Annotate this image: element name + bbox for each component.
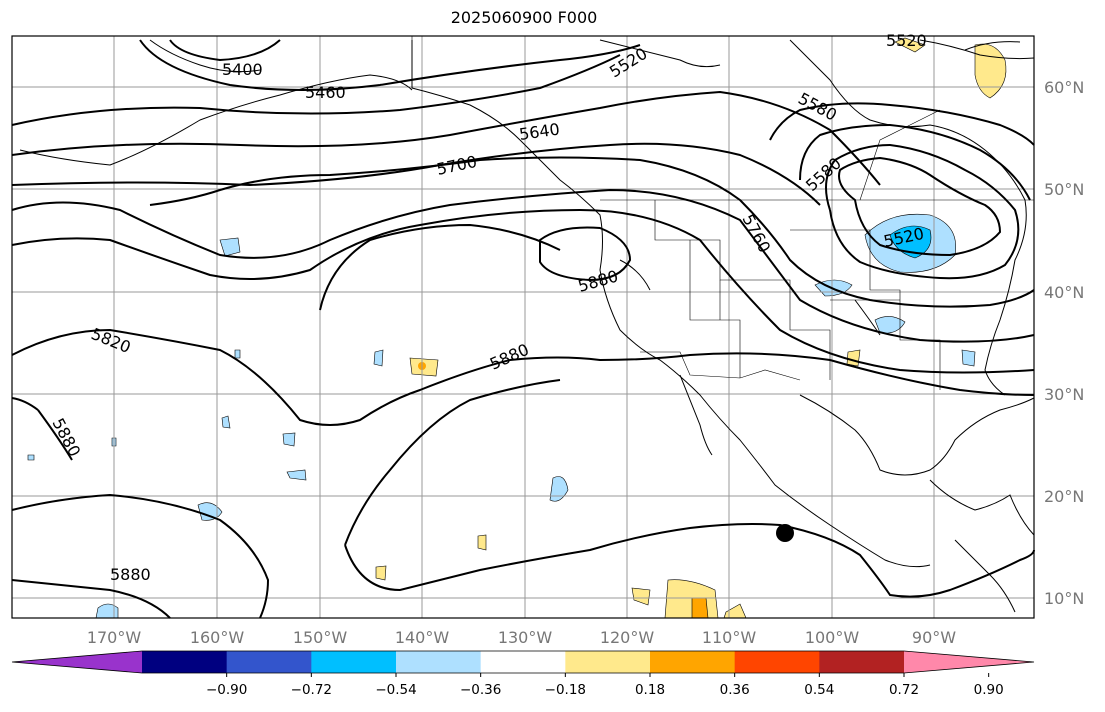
colorbar-segment — [311, 651, 397, 673]
map-panel: 5400 5460 5520 5640 5700 5580 5580 5760 … — [11, 31, 1035, 619]
graticule — [12, 36, 1034, 618]
lat-label: 10°N — [1044, 589, 1084, 608]
storm-position-dot — [776, 524, 794, 542]
colorbar-tick-label: 0.18 — [635, 682, 665, 698]
lat-label: 60°N — [1044, 78, 1084, 97]
lon-label: 170°W — [87, 628, 142, 647]
colorbar-segment — [650, 651, 736, 673]
contour-label: 5400 — [222, 60, 263, 79]
colorbar-outline — [11, 650, 1035, 674]
contour-label: 5460 — [305, 83, 346, 102]
lon-label: 90°W — [912, 628, 956, 647]
longitude-axis: 170°W 160°W 150°W 140°W 130°W 120°W 110°… — [87, 628, 956, 647]
colorbar-segment — [396, 651, 482, 673]
lon-label: 150°W — [293, 628, 348, 647]
colorbar-tick-label: −0.18 — [545, 682, 586, 698]
colorbar-segment — [480, 651, 566, 673]
lat-label: 50°N — [1044, 180, 1084, 199]
colorbar-segments — [11, 650, 1035, 674]
colorbar-segment — [819, 651, 905, 673]
map-title: 2025060900 F000 — [450, 8, 598, 27]
lat-label: 20°N — [1044, 487, 1084, 506]
latitude-axis: 60°N 50°N 40°N 30°N 20°N 10°N — [1044, 78, 1084, 608]
lon-label: 130°W — [498, 628, 553, 647]
political-borders — [411, 36, 1034, 390]
lon-label: 140°W — [395, 628, 450, 647]
colorbar-tick-label: −0.54 — [375, 682, 416, 698]
lat-label: 40°N — [1044, 283, 1084, 302]
colorbar-extend-max — [904, 651, 1034, 673]
colorbar-tick-label: −0.90 — [206, 682, 247, 698]
lon-label: 110°W — [702, 628, 757, 647]
colorbar-segment — [142, 651, 228, 673]
lon-label: 100°W — [805, 628, 860, 647]
colorbar-tick-label: 0.54 — [804, 682, 834, 698]
colorbar-segment — [565, 651, 651, 673]
contour-label: 5520 — [886, 31, 927, 50]
colorbar-tick-label: 0.72 — [889, 682, 919, 698]
contour-label: 5880 — [110, 565, 151, 584]
colorbar-segment — [734, 651, 820, 673]
colorbar-tick-label: 0.90 — [974, 682, 1004, 698]
colorbar-extend-min — [12, 651, 142, 673]
lon-label: 160°W — [190, 628, 245, 647]
colorbar-segment — [226, 651, 312, 673]
lon-label: 120°W — [600, 628, 655, 647]
colorbar-ticks: −0.90 −0.72 −0.54 −0.36 −0.18 0.18 0.36 0.54 0.7… — [206, 673, 1004, 698]
coastlines — [19, 39, 1035, 613]
lat-label: 30°N — [1044, 385, 1084, 404]
colorbar-tick-label: 0.36 — [720, 682, 750, 698]
colorbar: −0.90 −0.72 −0.54 −0.36 −0.18 0.18 0.36 0.54 0.7… — [11, 650, 1035, 698]
height-contours — [11, 39, 1035, 619]
colorbar-tick-label: −0.72 — [291, 682, 332, 698]
anomaly-shading — [27, 37, 1007, 619]
colorbar-tick-label: −0.36 — [460, 682, 501, 698]
map-border — [11, 35, 1035, 619]
